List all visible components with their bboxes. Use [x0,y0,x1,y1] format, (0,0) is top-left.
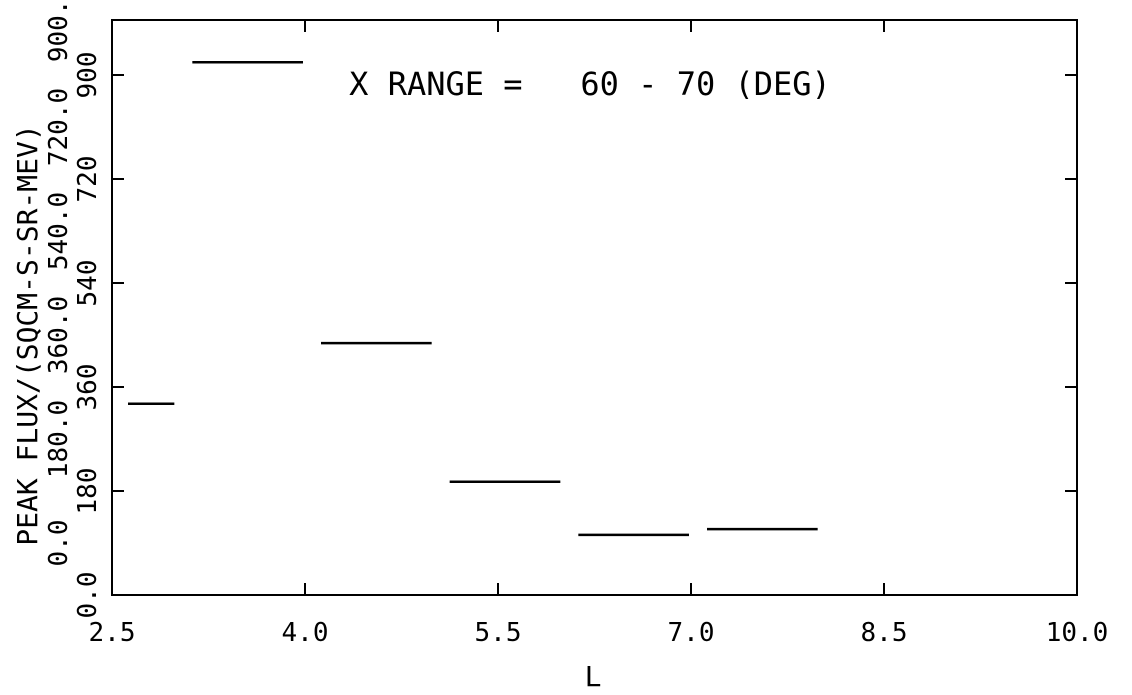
x-tick-label: 4.0 [282,618,329,648]
y-tick-label-secondary: 360.0 [44,296,74,374]
y-axis-label: PEAK FLUX/(SQCM-S-SR-MEV) [11,124,44,545]
plot-border [111,19,1078,596]
y-tick-label-secondary: 540.0 [44,192,74,270]
y-tick-label: 900 [73,52,103,99]
y-tick-label: 720 [73,156,103,203]
x-axis-label: L [585,660,602,693]
x-axis-ticks: 2.5 4.0 5.5 7.0 8.5 10.0 [89,20,1109,648]
y-tick-label-secondary: 720.0 [44,88,74,166]
y-tick-label: 180 [73,468,103,515]
x-tick-label: 7.0 [668,618,715,648]
x-tick-label: 10.0 [1046,618,1109,648]
y-tick-label-secondary: 900.0 [44,0,74,62]
data-series [128,61,818,537]
x-tick-label: 8.5 [861,618,908,648]
y-axis-ticks: 0.00.0180180.0360360.0540540.0720720.090… [44,0,1077,618]
y-tick-label: 0.0 [73,572,103,619]
x-range-annotation: X RANGE = 60 - 70 (DEG) [349,65,831,103]
y-tick-label-secondary: 180.0 [44,400,74,478]
y-tick-label: 360 [73,364,103,411]
plot-frame [111,19,1078,596]
y-tick-label: 540 [73,260,103,307]
y-tick-label-secondary: 0.0 [44,520,74,567]
x-tick-label: 2.5 [89,618,136,648]
x-tick-label: 5.5 [475,618,522,648]
